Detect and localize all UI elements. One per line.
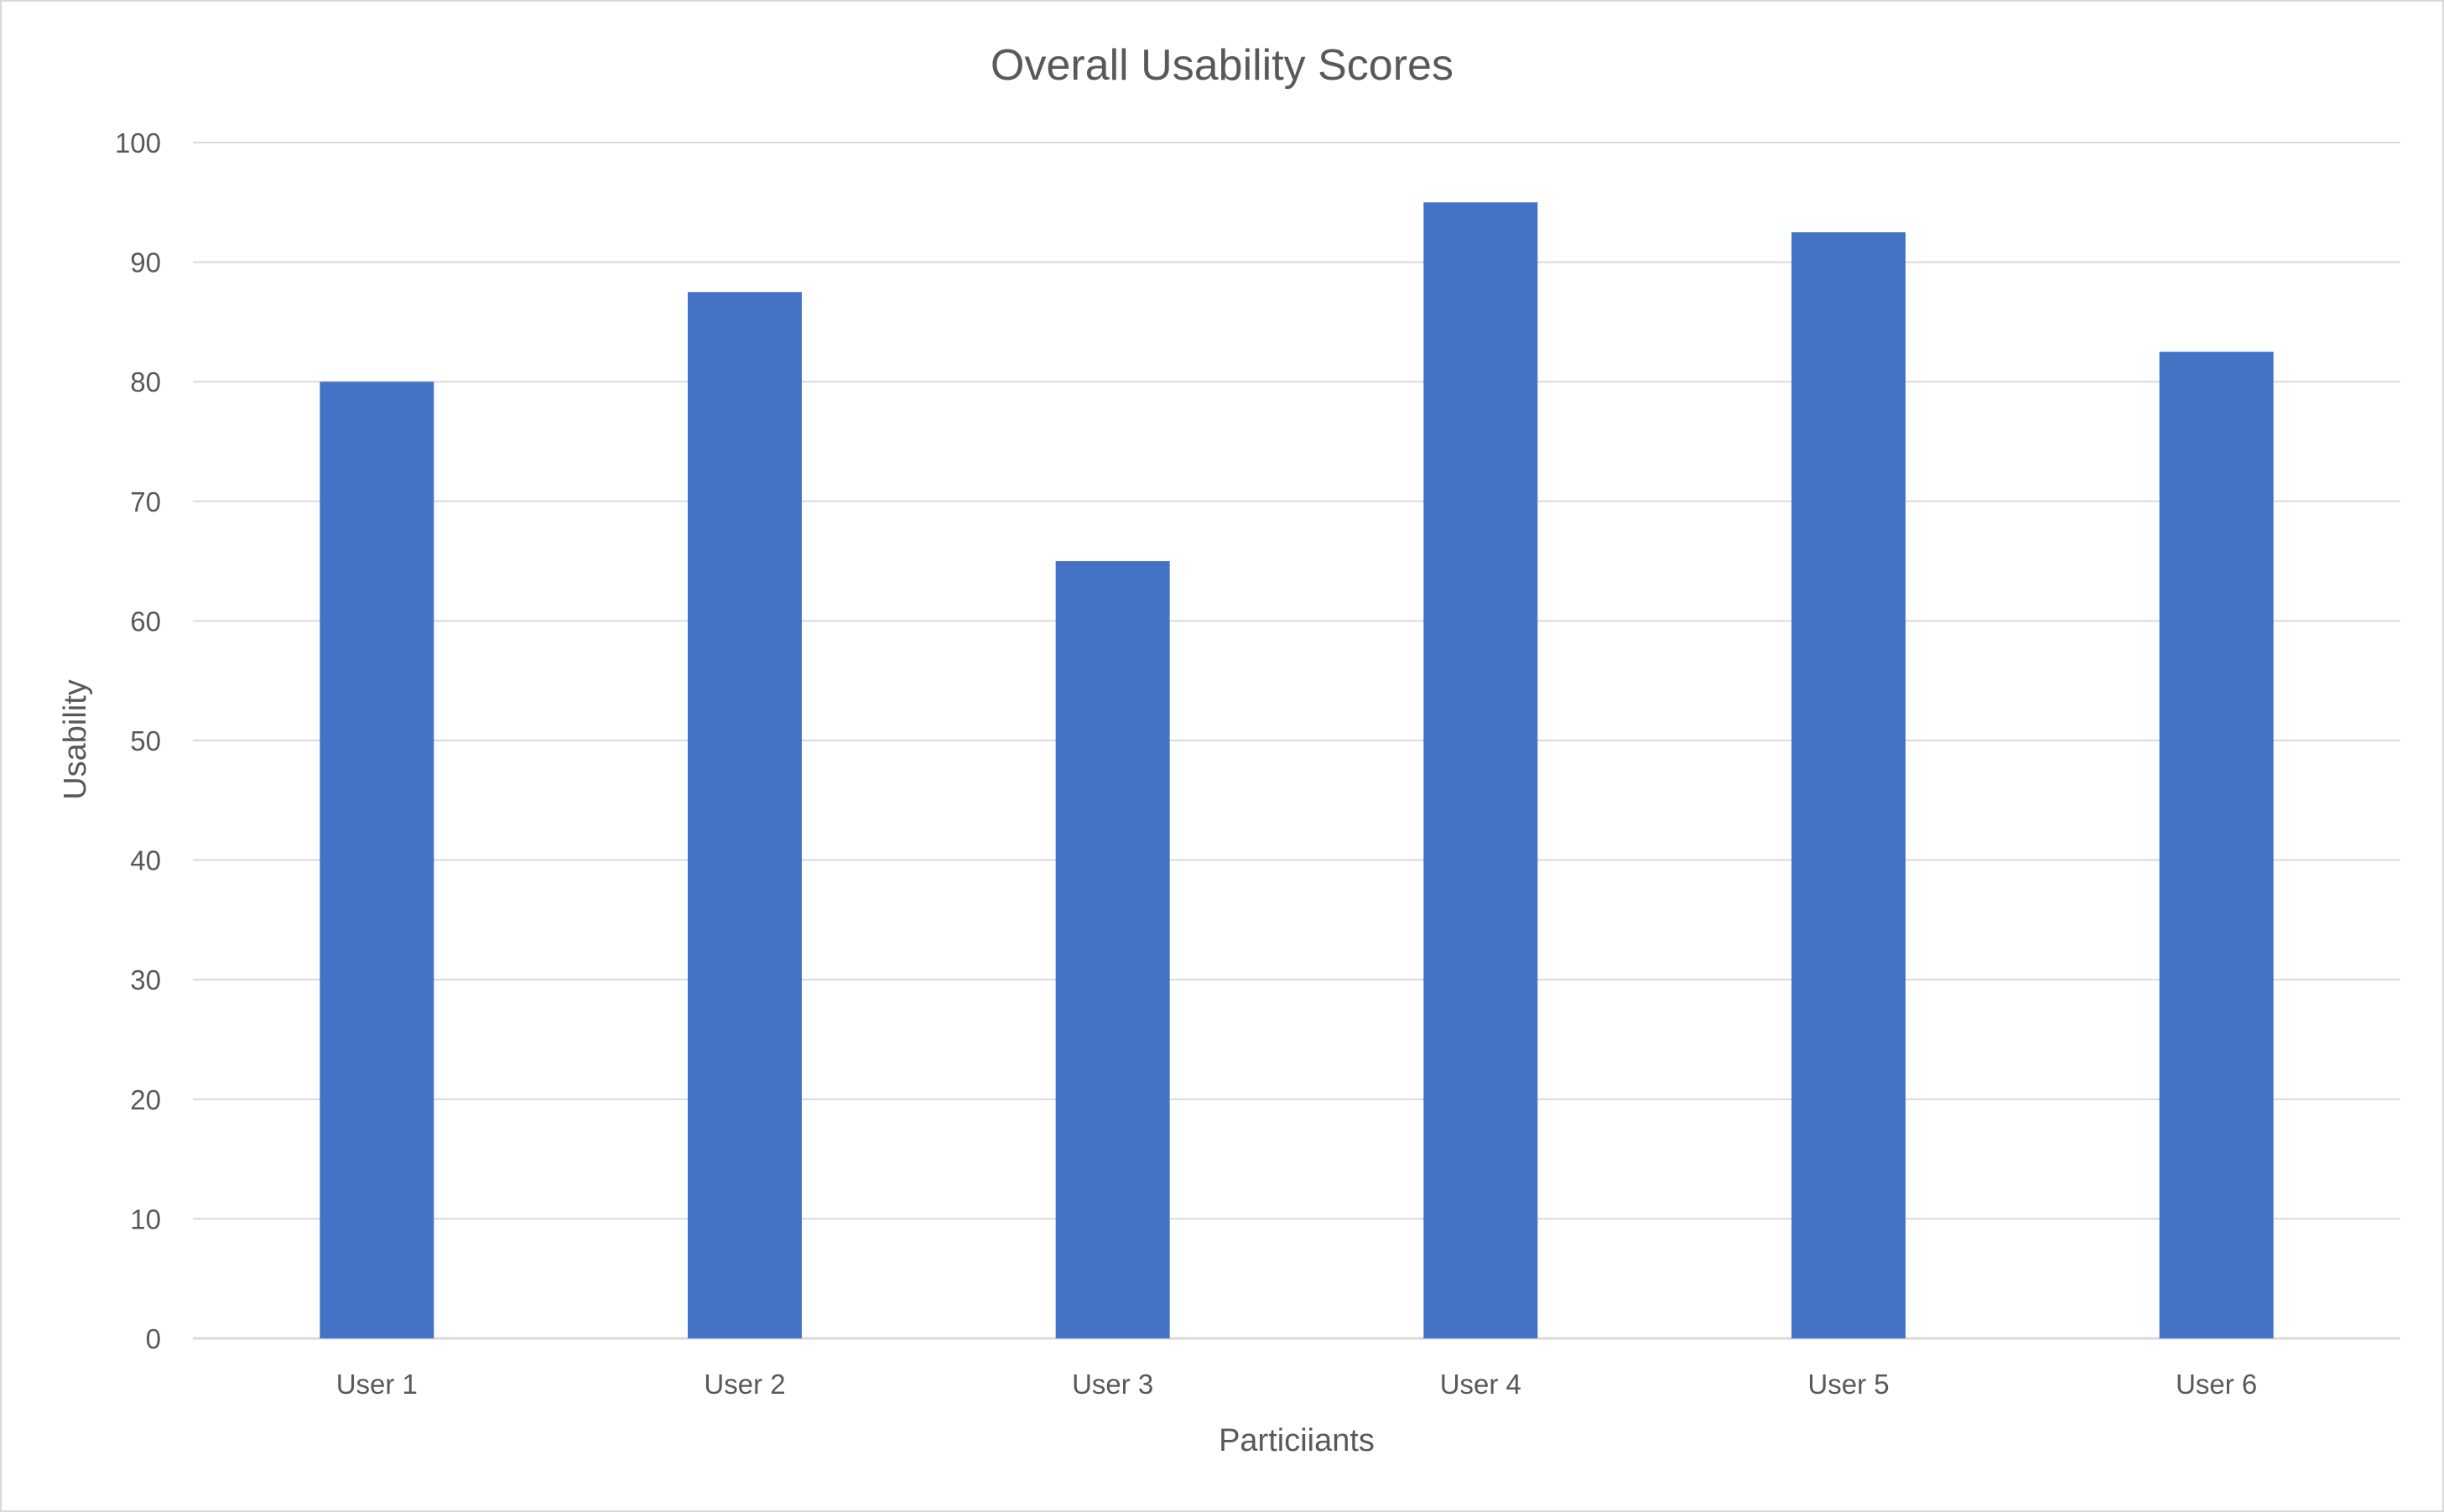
y-tick-label: 60	[130, 605, 161, 636]
y-tick-label: 10	[130, 1203, 161, 1234]
bars	[320, 202, 2274, 1339]
x-tick-label: User 3	[1072, 1369, 1153, 1400]
x-axis-title: Particiiants	[1219, 1423, 1375, 1458]
bar	[1055, 561, 1170, 1338]
x-tick-label: User 2	[704, 1369, 785, 1400]
bar	[320, 382, 434, 1339]
y-axis-title: Usability	[58, 679, 93, 800]
bar	[2159, 351, 2274, 1338]
y-tick-label: 80	[130, 366, 161, 397]
y-tick-label: 70	[130, 486, 161, 517]
y-tick-label: 40	[130, 845, 161, 876]
bar	[1423, 202, 1538, 1338]
x-tick-label: User 1	[336, 1369, 418, 1400]
x-tick-label: User 5	[1807, 1369, 1889, 1400]
y-axis-ticks: 0 10 20 30 40 50 60 70 80 90 100	[115, 127, 161, 1354]
gridlines	[193, 142, 2400, 1340]
y-tick-label: 0	[146, 1323, 161, 1354]
x-tick-label: User 6	[2176, 1369, 2257, 1400]
x-axis-ticks: User 1 User 2 User 3 User 4 User 5 User 6	[336, 1369, 2258, 1400]
y-tick-label: 100	[115, 127, 161, 158]
y-tick-label: 20	[130, 1084, 161, 1115]
y-tick-label: 90	[130, 247, 161, 278]
y-tick-label: 30	[130, 964, 161, 995]
chart-title: Overall Usability Scores	[991, 41, 1453, 90]
x-tick-label: User 4	[1440, 1369, 1521, 1400]
y-tick-label: 50	[130, 725, 161, 756]
bar	[1791, 231, 1906, 1339]
bar	[688, 292, 802, 1338]
